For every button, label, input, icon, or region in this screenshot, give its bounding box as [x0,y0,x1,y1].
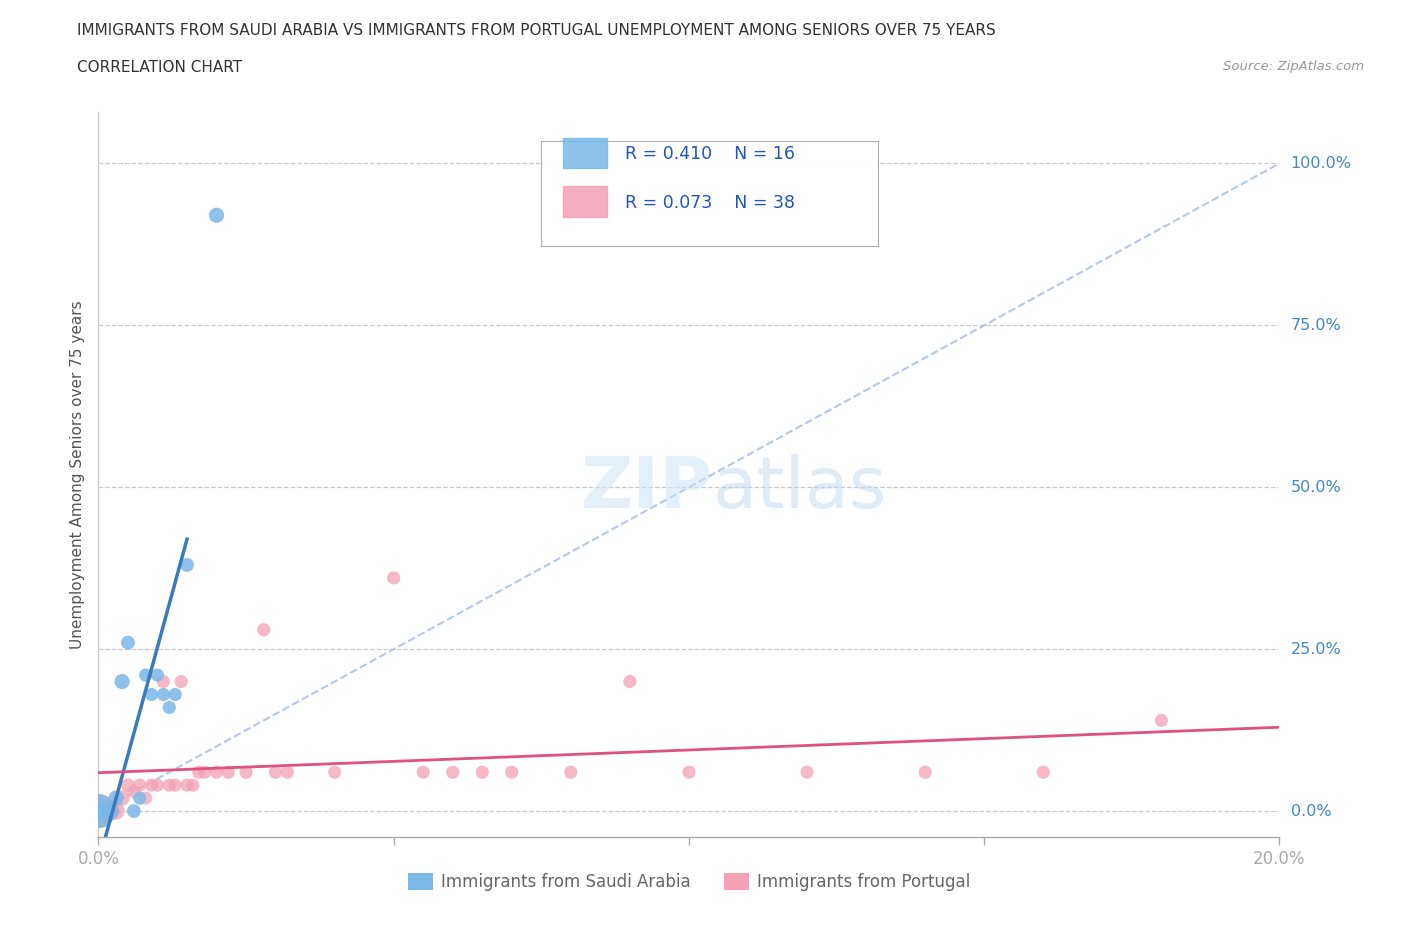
Point [165,687,187,702]
Point [122,784,145,799]
Point [560,764,582,779]
Point [264,764,287,779]
Point [141,777,163,792]
Point [1150,713,1173,728]
Point [412,764,434,779]
Point [122,804,145,818]
Point [87,804,110,818]
Point [471,764,494,779]
Legend: Immigrants from Saudi Arabia, Immigrants from Portugal: Immigrants from Saudi Arabia, Immigrants… [401,866,977,897]
Text: 25.0%: 25.0% [1291,642,1341,657]
Point [146,668,169,683]
Text: Source: ZipAtlas.com: Source: ZipAtlas.com [1223,60,1364,73]
Point [93,804,115,818]
Point [117,777,139,792]
Point [194,764,217,779]
Point [276,764,298,779]
Point [93,804,115,818]
Point [152,687,174,702]
Point [117,635,139,650]
Point [205,764,228,779]
Y-axis label: Unemployment Among Seniors over 75 years: Unemployment Among Seniors over 75 years [69,300,84,648]
Point [914,764,936,779]
Text: atlas: atlas [713,455,887,524]
Point [87,804,110,818]
Point [111,674,134,689]
Text: IMMIGRANTS FROM SAUDI ARABIA VS IMMIGRANTS FROM PORTUGAL UNEMPLOYMENT AMONG SENI: IMMIGRANTS FROM SAUDI ARABIA VS IMMIGRAN… [77,23,995,38]
Point [176,777,198,792]
Point [128,790,150,805]
Text: R = 0.073    N = 38: R = 0.073 N = 38 [626,194,796,212]
Point [678,764,700,779]
Point [157,777,180,792]
Text: 0.0%: 0.0% [1291,804,1331,818]
Bar [562,186,607,217]
Point [181,777,204,792]
Point [135,668,157,683]
Point [98,804,121,818]
Point [501,764,523,779]
Point [98,804,121,818]
Point [152,674,174,689]
Point [235,764,257,779]
Point [165,777,187,792]
FancyBboxPatch shape [541,140,877,246]
Point [176,558,198,573]
Text: ZIP: ZIP [581,455,713,524]
Point [205,207,228,222]
Text: 50.0%: 50.0% [1291,480,1341,495]
Point [796,764,818,779]
Point [619,674,641,689]
Bar [562,138,607,168]
Point [441,764,464,779]
Point [1032,764,1054,779]
Point [217,764,239,779]
Text: R = 0.410    N = 16: R = 0.410 N = 16 [626,145,796,164]
Point [111,790,134,805]
Point [128,777,150,792]
Point [157,700,180,715]
Point [170,674,193,689]
Point [187,764,209,779]
Point [105,804,128,818]
Text: 100.0%: 100.0% [1291,156,1351,171]
Point [141,687,163,702]
Text: 75.0%: 75.0% [1291,318,1341,333]
Point [105,790,128,805]
Point [253,622,276,637]
Text: CORRELATION CHART: CORRELATION CHART [77,60,242,75]
Point [135,790,157,805]
Point [146,777,169,792]
Point [323,764,346,779]
Point [382,570,405,585]
